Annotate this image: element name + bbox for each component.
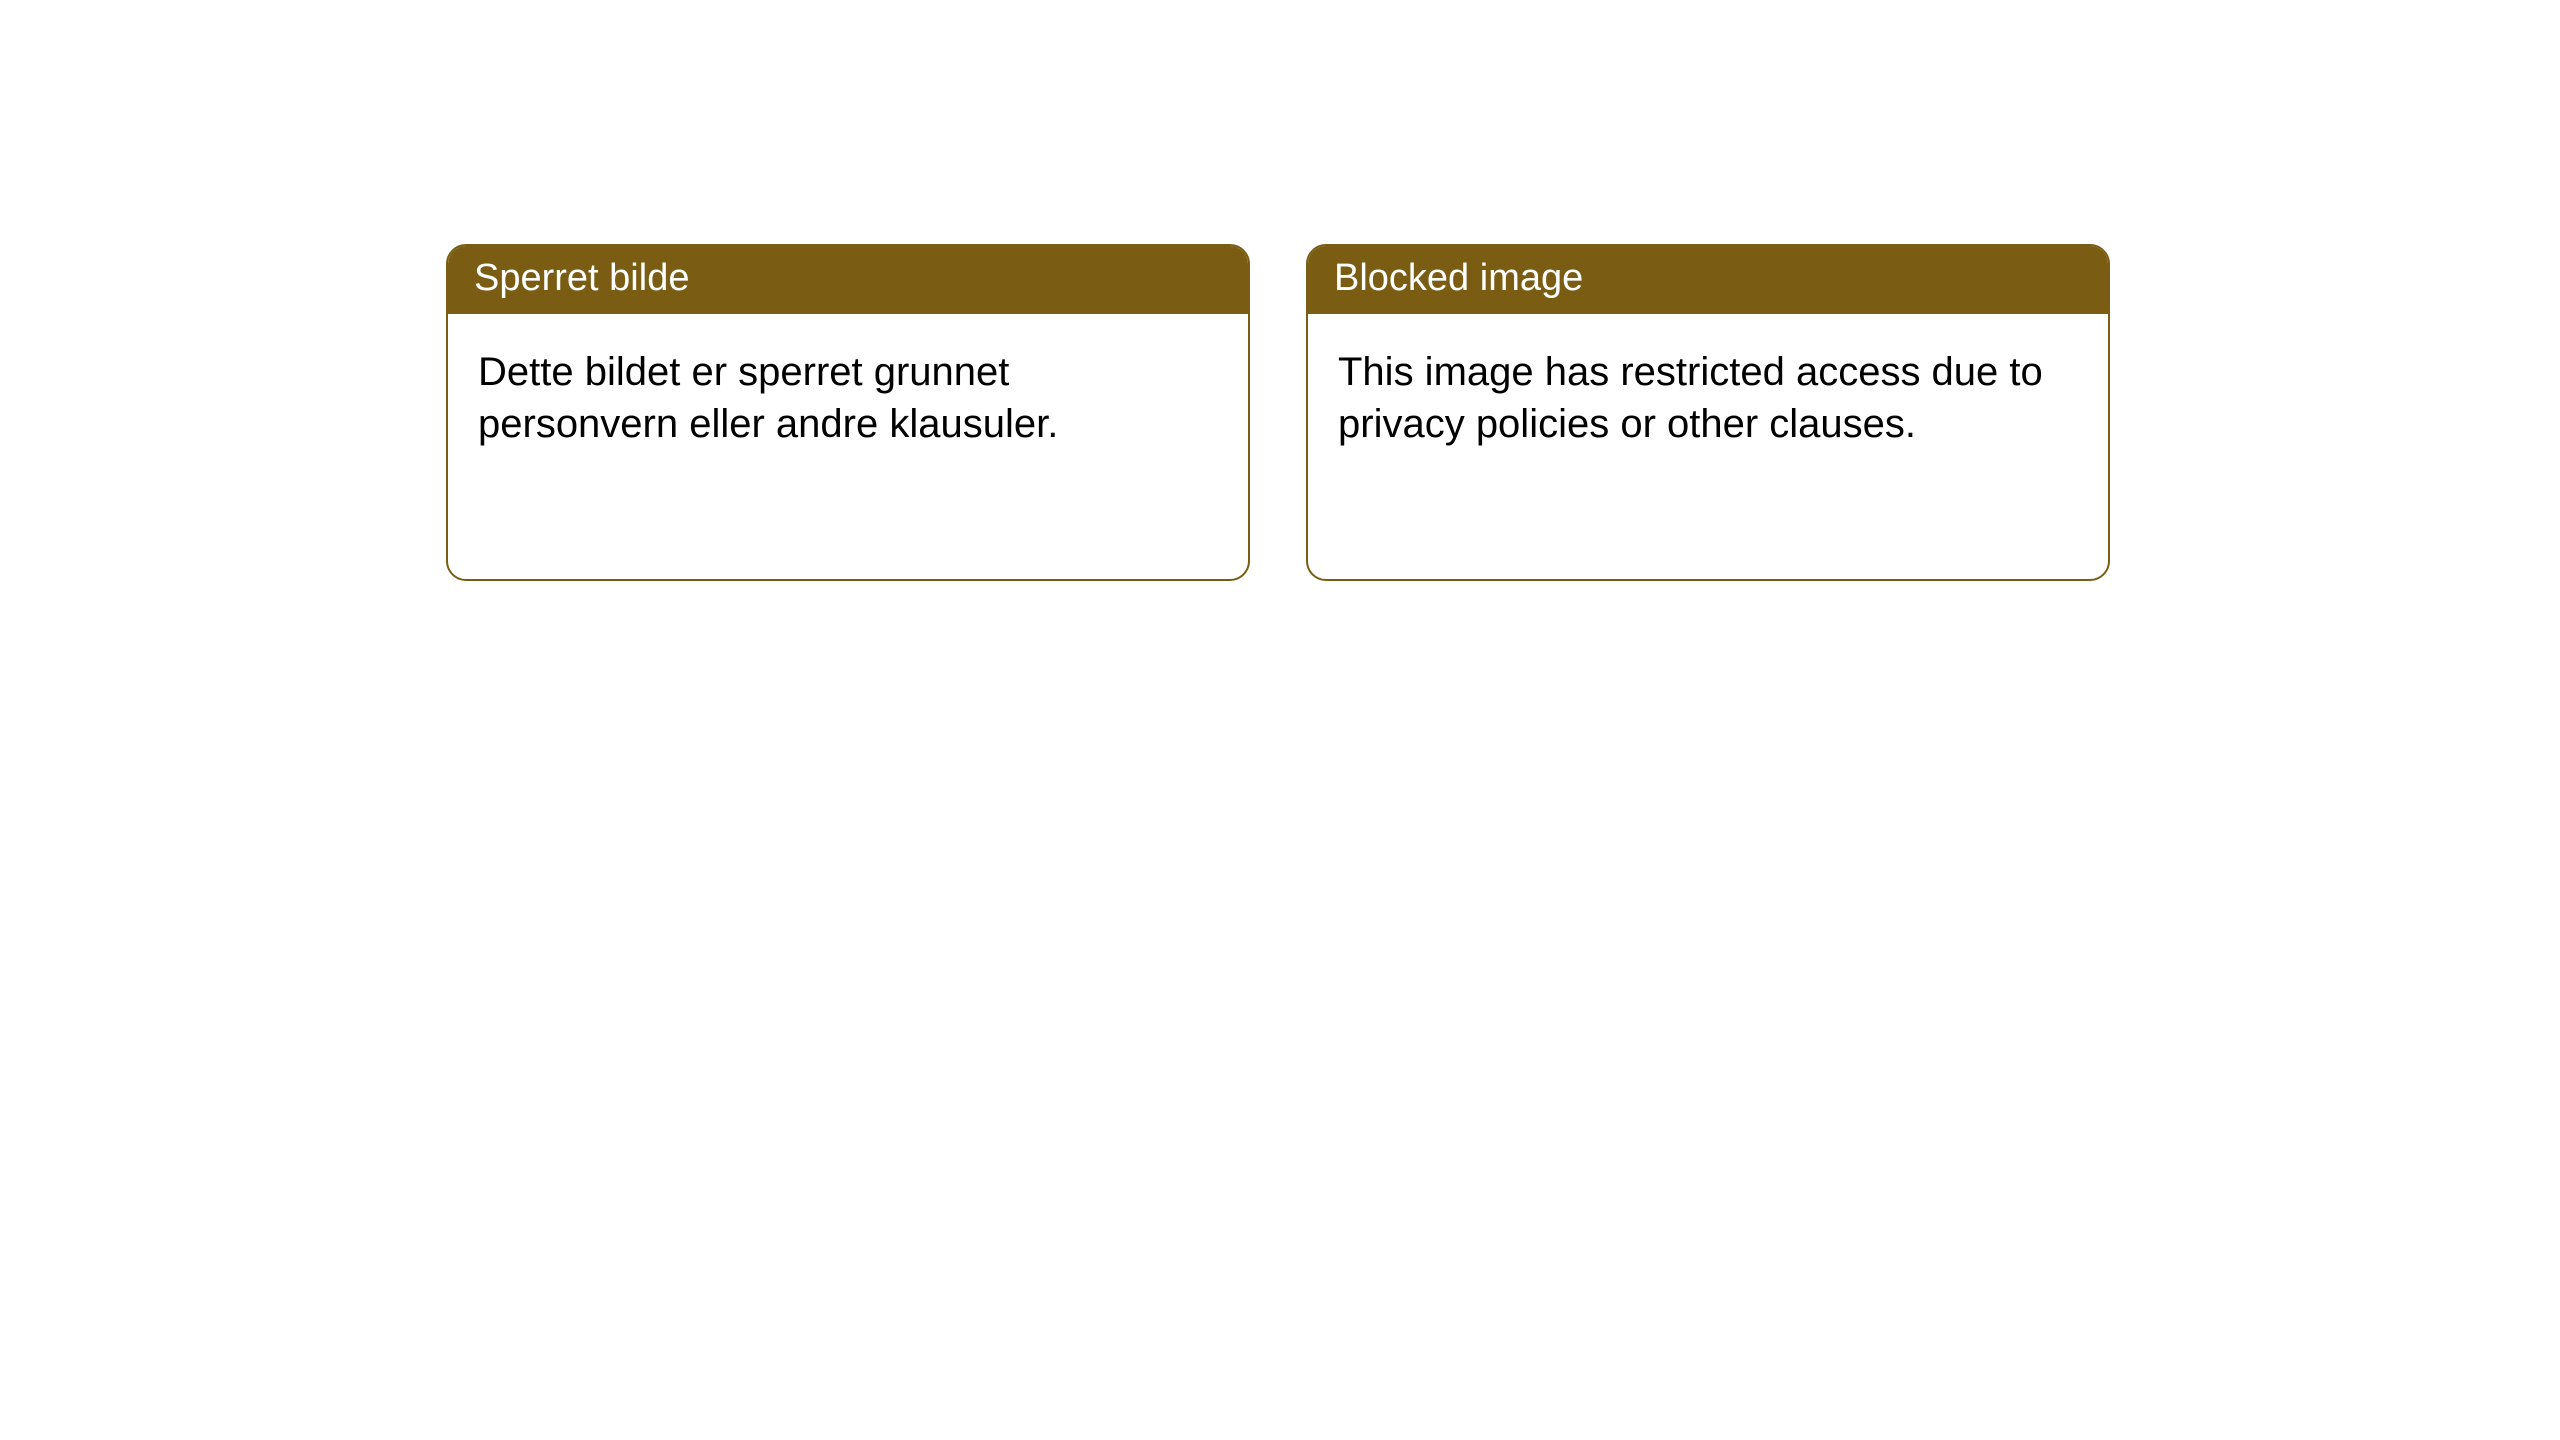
card-header-no: Sperret bilde xyxy=(448,246,1248,314)
card-header-en: Blocked image xyxy=(1308,246,2108,314)
blocked-image-card-en: Blocked image This image has restricted … xyxy=(1306,244,2110,581)
card-body-en: This image has restricted access due to … xyxy=(1308,314,2108,482)
notice-container: Sperret bilde Dette bildet er sperret gr… xyxy=(0,0,2560,581)
card-body-no: Dette bildet er sperret grunnet personve… xyxy=(448,314,1248,482)
blocked-image-card-no: Sperret bilde Dette bildet er sperret gr… xyxy=(446,244,1250,581)
